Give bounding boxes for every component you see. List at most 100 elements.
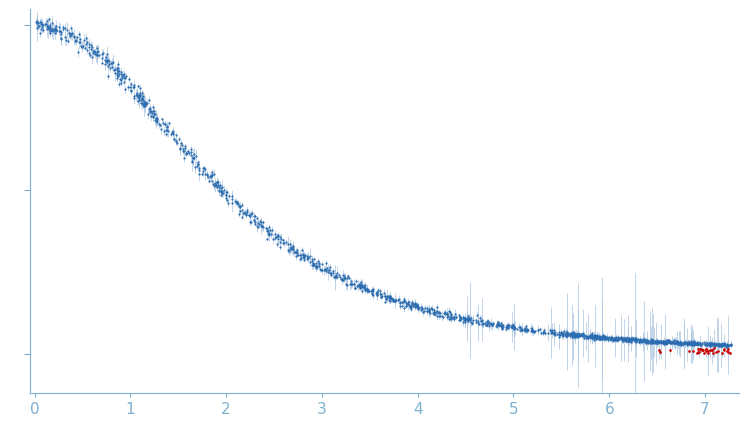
Point (166, 128, 178, 135)
Point (658, 338, 670, 345)
Point (557, 332, 569, 339)
Point (581, 333, 593, 340)
Point (653, 347, 665, 354)
Point (658, 338, 670, 345)
Point (77, 42, 89, 49)
Point (47, 28, 59, 35)
Point (307, 258, 319, 265)
Point (383, 298, 395, 305)
Point (304, 258, 316, 265)
Point (461, 316, 473, 323)
Point (721, 341, 733, 348)
Point (220, 191, 232, 198)
Point (495, 323, 507, 329)
Point (220, 189, 232, 196)
Point (721, 343, 733, 350)
Point (724, 341, 736, 348)
Point (671, 339, 683, 346)
Point (554, 331, 566, 338)
Point (463, 316, 475, 323)
Point (91, 48, 103, 55)
Point (277, 236, 289, 243)
Point (669, 340, 681, 347)
Point (338, 274, 350, 281)
Point (44, 24, 56, 31)
Point (289, 249, 301, 256)
Point (548, 329, 560, 336)
Point (360, 285, 372, 292)
Point (128, 82, 140, 89)
Point (668, 340, 680, 347)
Point (371, 290, 383, 297)
Point (339, 280, 351, 287)
Point (240, 210, 252, 217)
Point (711, 341, 723, 348)
Point (720, 342, 732, 349)
Point (712, 341, 724, 348)
Point (636, 337, 648, 344)
Point (327, 270, 339, 277)
Point (119, 79, 131, 86)
Point (680, 339, 692, 346)
Point (646, 336, 658, 343)
Point (718, 347, 730, 354)
Point (138, 101, 150, 108)
Point (618, 334, 630, 341)
Point (158, 127, 170, 134)
Point (85, 42, 97, 49)
Point (680, 339, 692, 346)
Point (659, 339, 671, 346)
Point (638, 337, 650, 344)
Point (687, 341, 699, 348)
Point (109, 70, 121, 77)
Point (635, 335, 647, 342)
Point (137, 97, 148, 104)
Point (675, 339, 687, 346)
Point (568, 331, 580, 338)
Point (401, 298, 413, 305)
Point (474, 317, 486, 324)
Point (582, 333, 594, 340)
Point (485, 320, 497, 327)
Point (409, 301, 421, 308)
Point (618, 337, 630, 344)
Point (74, 38, 86, 45)
Point (97, 49, 109, 56)
Point (122, 76, 134, 83)
Point (564, 332, 576, 339)
Point (609, 334, 621, 341)
Point (249, 220, 261, 227)
Point (722, 342, 734, 349)
Point (599, 335, 611, 342)
Point (54, 28, 66, 35)
Point (635, 337, 647, 344)
Point (88, 48, 100, 55)
Point (641, 338, 653, 345)
Point (74, 36, 86, 43)
Point (537, 330, 549, 337)
Point (386, 296, 398, 303)
Point (527, 327, 539, 334)
Point (450, 313, 462, 320)
Point (263, 230, 275, 237)
Point (630, 337, 642, 344)
Point (59, 34, 71, 41)
Point (137, 101, 149, 108)
Point (571, 331, 583, 338)
Point (111, 71, 123, 78)
Point (245, 210, 257, 217)
Point (598, 335, 609, 342)
Point (699, 341, 711, 348)
Point (384, 292, 396, 299)
Point (671, 337, 683, 344)
Point (629, 335, 641, 342)
Point (592, 332, 604, 339)
Point (407, 300, 419, 307)
Point (580, 333, 592, 340)
Point (508, 325, 520, 332)
Point (659, 339, 671, 346)
Point (178, 144, 190, 151)
Point (515, 326, 527, 333)
Point (454, 315, 466, 322)
Point (190, 153, 202, 160)
